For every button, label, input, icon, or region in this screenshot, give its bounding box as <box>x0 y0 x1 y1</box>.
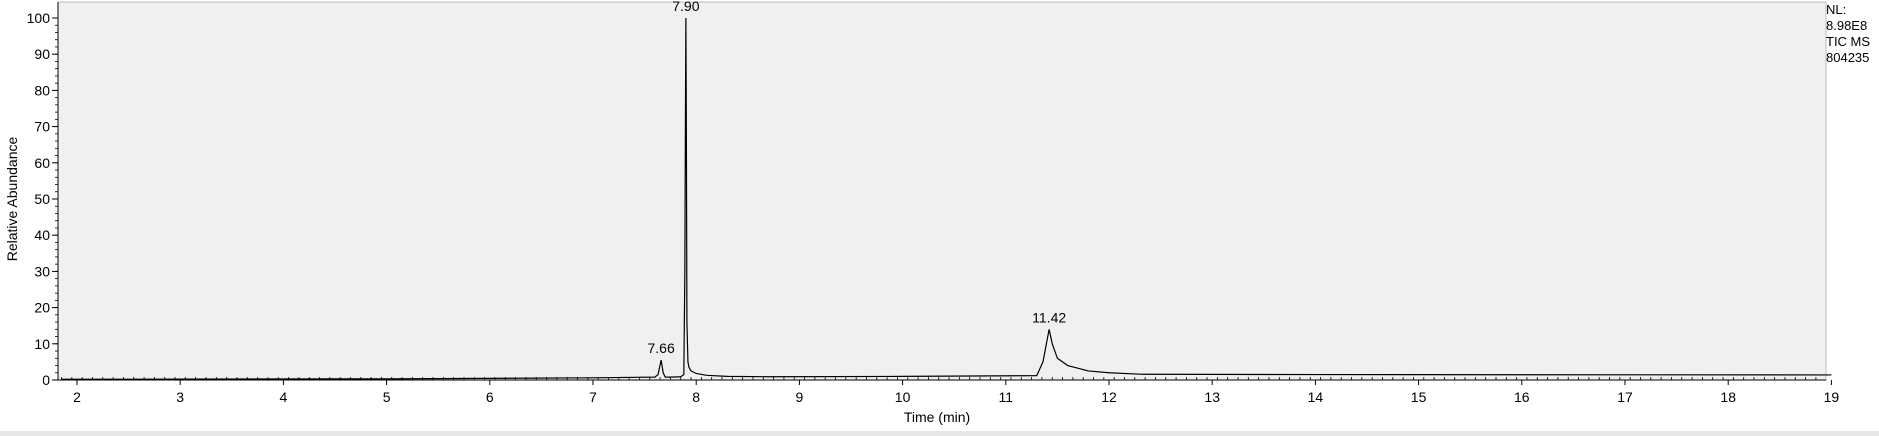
y-axis-ticks: 0 10 20 30 40 50 60 70 80 90 100 <box>27 10 58 388</box>
y-tick-label: 90 <box>34 46 50 62</box>
x-tick-label: 19 <box>1824 389 1840 405</box>
info-panel: NL: 8.98E8 TIC MS 804235 <box>1826 2 1878 66</box>
x-tick-label: 17 <box>1617 389 1633 405</box>
x-tick-label: 2 <box>73 389 81 405</box>
peak-label: 7.66 <box>647 340 674 356</box>
file-name: 804235 <box>1826 50 1870 65</box>
y-tick-label: 10 <box>34 336 50 352</box>
x-tick-label: 16 <box>1514 389 1530 405</box>
peak-label: 11.42 <box>1032 309 1066 325</box>
x-tick-label: 13 <box>1204 389 1220 405</box>
x-tick-label: 15 <box>1411 389 1427 405</box>
x-tick-label: 12 <box>1101 389 1117 405</box>
x-axis-label: Time (min) <box>904 409 970 425</box>
peak-label: 7.90 <box>672 0 699 14</box>
x-tick-label: 18 <box>1720 389 1736 405</box>
peak-labels: 7.66 7.90 11.42 <box>647 0 1066 356</box>
x-tick-label: 6 <box>486 389 494 405</box>
y-tick-label: 100 <box>27 10 51 26</box>
tic-trace-line <box>61 17 1832 380</box>
bottom-strip <box>0 431 1879 436</box>
y-axis-label: Relative Abundance <box>4 137 20 262</box>
x-axis-ticks: 2 3 4 5 6 7 8 9 10 11 12 13 14 15 16 17 18 19 <box>73 380 1839 405</box>
x-tick-label: 5 <box>383 389 391 405</box>
y-tick-label: 80 <box>34 82 50 98</box>
x-tick-label: 7 <box>589 389 597 405</box>
x-tick-label: 9 <box>796 389 804 405</box>
y-tick-label: 0 <box>42 372 50 388</box>
y-tick-label: 50 <box>34 191 50 207</box>
nl-label: NL: <box>1826 2 1847 17</box>
plot-area <box>57 1 1827 381</box>
y-tick-label: 40 <box>34 227 50 243</box>
nl-value: 8.98E8 <box>1826 18 1868 33</box>
x-tick-label: 8 <box>692 389 700 405</box>
scan-filter: TIC MS <box>1826 34 1871 49</box>
y-tick-label: 60 <box>34 155 50 171</box>
x-tick-label: 4 <box>280 389 288 405</box>
x-tick-label: 14 <box>1308 389 1324 405</box>
y-tick-label: 20 <box>34 300 50 316</box>
y-tick-label: 70 <box>34 119 50 135</box>
x-tick-label: 10 <box>895 389 911 405</box>
y-tick-label: 30 <box>34 263 50 279</box>
x-tick-label: 3 <box>176 389 184 405</box>
x-tick-label: 11 <box>999 389 1014 405</box>
